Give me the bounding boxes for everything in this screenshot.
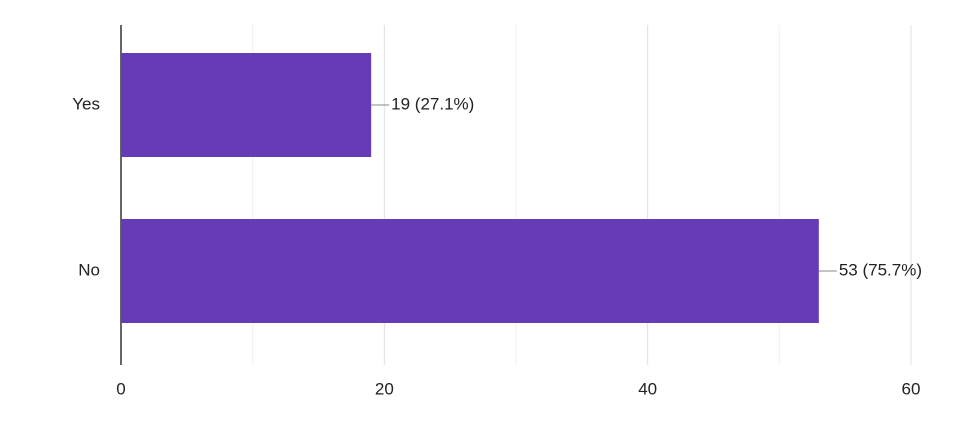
x-tick-label: 20 [375, 379, 394, 398]
bar [121, 219, 819, 323]
bar [121, 53, 372, 157]
value-label: 19 (27.1%) [391, 94, 474, 113]
y-tick-label: No [78, 260, 100, 279]
y-tick-label: Yes [72, 94, 100, 113]
x-tick-label: 0 [116, 379, 125, 398]
x-tick-label: 40 [638, 379, 657, 398]
x-tick-label: 60 [902, 379, 921, 398]
value-label: 53 (75.7%) [839, 260, 922, 279]
